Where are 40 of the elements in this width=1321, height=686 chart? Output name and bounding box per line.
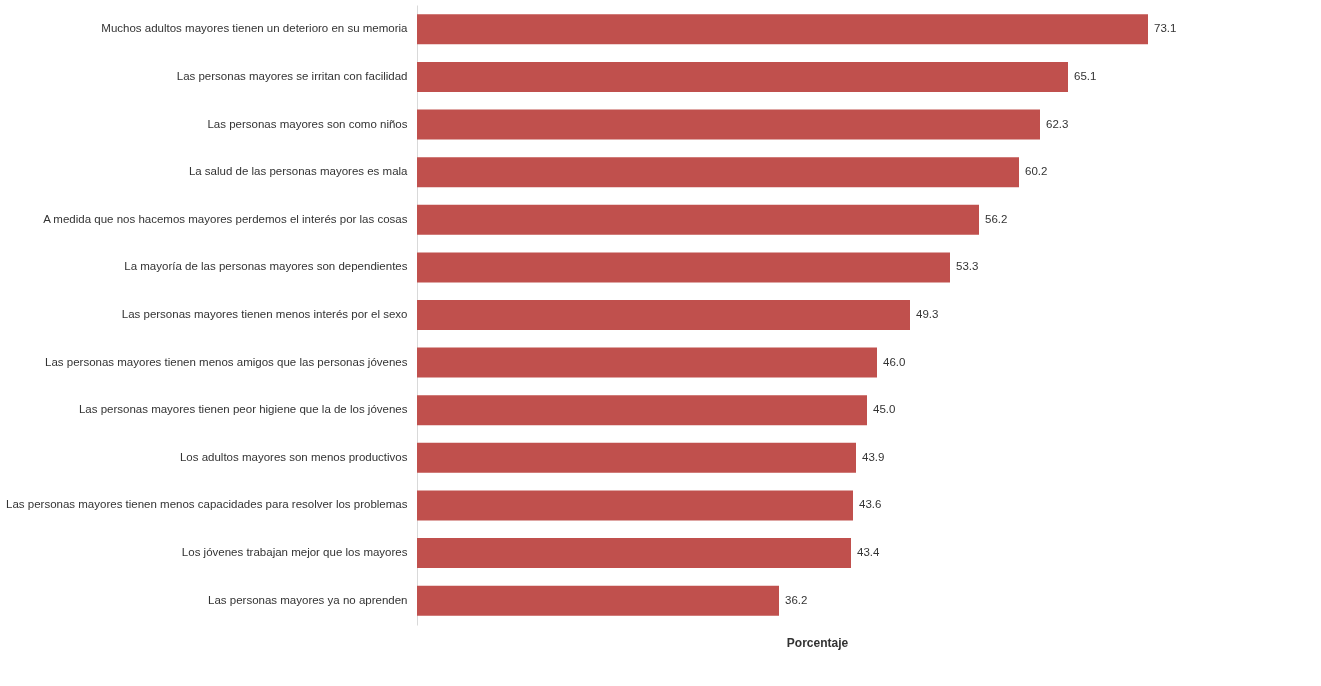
y-tick-label: Las personas mayores ya no aprenden: [208, 593, 408, 606]
bar: [417, 61, 1068, 92]
data-label: 43.9: [862, 450, 885, 463]
bar: [417, 395, 867, 426]
y-tick-label: Las personas mayores son como niños: [207, 117, 408, 130]
bar: [417, 252, 950, 283]
data-label: 53.3: [956, 260, 979, 273]
y-tick-label: La mayoría de las personas mayores son dependientes: [124, 260, 408, 273]
data-label: 46.0: [883, 355, 906, 368]
data-label: 73.1: [1154, 22, 1177, 35]
data-label: 60.2: [1025, 165, 1048, 178]
y-tick-label: A medida que nos hacemos mayores perdemos el interés por las cosas: [43, 212, 408, 225]
y-tick-label: Los adultos mayores son menos productivos: [179, 450, 408, 463]
bar: [417, 442, 856, 473]
data-label: 56.2: [985, 212, 1008, 225]
bar: [417, 347, 877, 378]
bar: [417, 585, 779, 616]
y-tick-label: Las personas mayores tienen menos amigos que las personas jóvenes: [45, 355, 408, 368]
data-label: 45.0: [873, 403, 896, 416]
y-tick-label: Las personas mayores tienen peor higiene que la de los jóvenes: [78, 403, 408, 416]
y-tick-label: Muchos adultos mayores tienen un deterioro en su memoria: [101, 22, 409, 35]
data-label: 62.3: [1046, 117, 1069, 130]
data-label: 65.1: [1074, 69, 1097, 82]
y-tick-label: Las personas mayores tienen menos capacidades para resolver los problemas: [6, 498, 408, 511]
y-tick-label: Las personas mayores tienen menos interés por el sexo: [121, 308, 408, 320]
data-label: 49.3: [916, 308, 939, 320]
bar: [417, 204, 979, 235]
bar: [417, 300, 910, 330]
y-tick-label: Las personas mayores se irritan con facilidad: [176, 69, 408, 82]
bar: [417, 538, 851, 569]
data-label: 36.2: [785, 593, 808, 606]
data-label: 43.6: [859, 498, 882, 511]
bar: [417, 14, 1148, 45]
data-label: 43.4: [857, 546, 880, 559]
bar: [417, 109, 1040, 140]
x-axis-title: Porcentaje: [786, 635, 849, 650]
bar: [417, 157, 1019, 188]
y-tick-label: Los jóvenes trabajan mejor que los mayores: [181, 546, 408, 559]
bar: [417, 490, 853, 521]
y-tick-label: La salud de las personas mayores es mala: [188, 165, 409, 178]
